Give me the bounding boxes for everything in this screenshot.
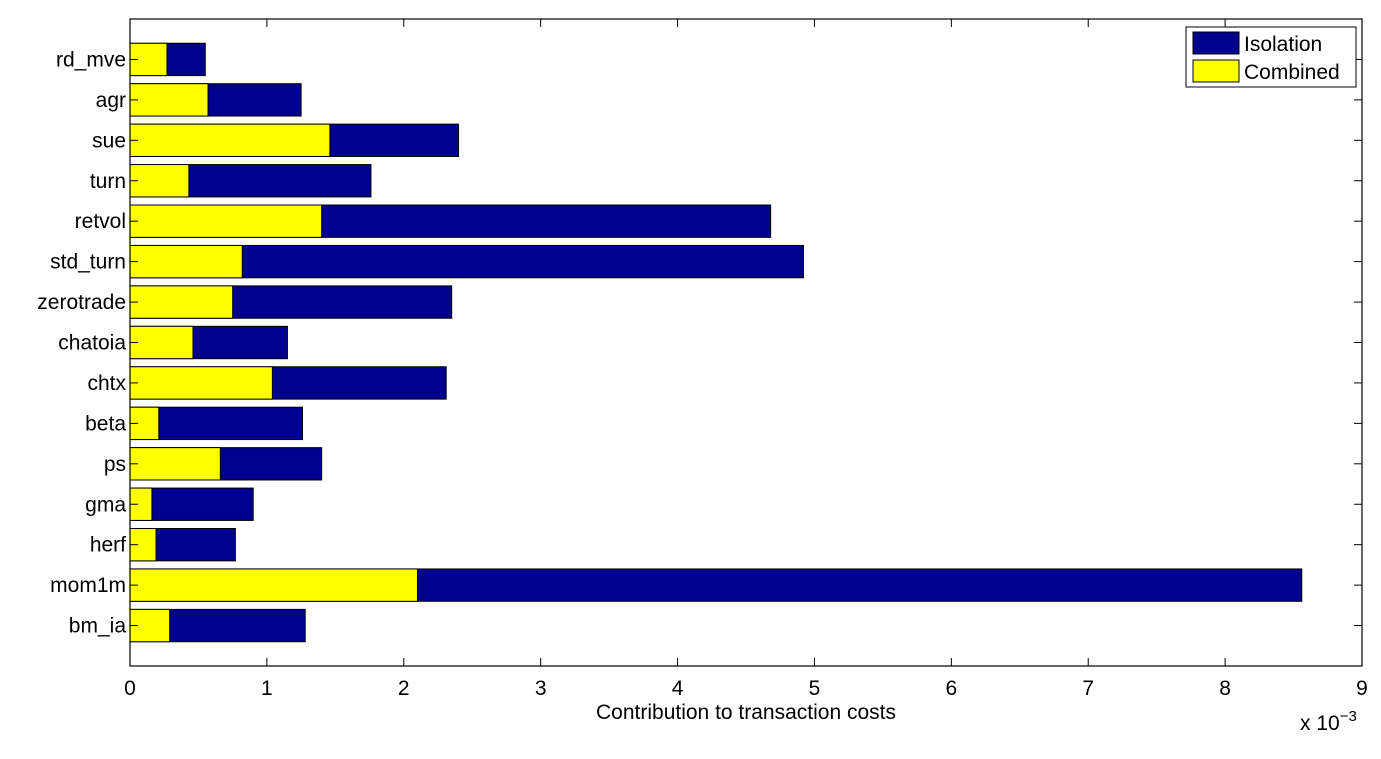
x-axis-multiplier: x 10−3 [1300, 708, 1357, 735]
x-tick-label-1: 1 [261, 677, 273, 700]
y-tick-label-gma: gma [85, 493, 126, 516]
y-tick-label-retvol: retvol [75, 210, 126, 233]
x-tick-label-5: 5 [809, 677, 821, 700]
y-tick-label-turn: turn [90, 170, 126, 193]
x-axis-multiplier-exponent: −3 [1340, 708, 1357, 725]
y-tick-label-chtx: chtx [87, 372, 126, 395]
x-tick-label-3: 3 [535, 677, 547, 700]
y-tick-label-zerotrade: zerotrade [37, 291, 126, 314]
x-tick-label-4: 4 [672, 677, 684, 700]
y-tick-label-mom1m: mom1m [50, 574, 126, 597]
legend: Isolation Combined [1185, 26, 1357, 88]
x-tick-label-2: 2 [398, 677, 410, 700]
y-tick-label-sue: sue [92, 129, 126, 152]
y-tick-label-agr: agr [96, 89, 126, 112]
y-tick-label-bm_ia: bm_ia [69, 615, 127, 638]
x-axis-multiplier-base: x 10 [1300, 712, 1340, 735]
bar-combined-agr [129, 83, 209, 117]
plot-frame [129, 18, 1363, 667]
bar-combined-chatoia [129, 325, 194, 360]
bar-combined-chtx [129, 366, 273, 400]
bar-combined-mom1m [129, 568, 418, 602]
y-tick-label-ps: ps [104, 453, 126, 476]
legend-swatch-combined [1192, 59, 1240, 83]
bar-combined-ps [129, 447, 221, 481]
x-tick-label-9: 9 [1356, 677, 1368, 700]
bars-group [129, 42, 1303, 643]
x-axis-ticks: 0 1 2 3 4 5 6 7 8 9 [124, 19, 1368, 700]
bar-combined-retvol [129, 204, 323, 238]
legend-label-combined: Combined [1244, 61, 1340, 84]
bar-combined-sue [129, 123, 331, 157]
bar-combined-turn [129, 164, 190, 198]
y-tick-label-chatoia: chatoia [58, 332, 126, 355]
y-tick-label-std_turn: std_turn [50, 251, 126, 274]
bar-combined-std_turn [129, 244, 243, 279]
x-tick-label-6: 6 [945, 677, 957, 700]
legend-label-isolation: Isolation [1244, 33, 1322, 56]
y-tick-label-beta: beta [85, 412, 126, 435]
legend-swatch-isolation [1192, 31, 1240, 55]
y-tick-label-rd_mve: rd_mve [56, 48, 126, 71]
x-tick-label-8: 8 [1219, 677, 1231, 700]
x-axis-label: Contribution to transaction costs [596, 701, 896, 724]
x-tick-label-0: 0 [124, 677, 136, 700]
x-tick-label-7: 7 [1082, 677, 1094, 700]
bar-combined-zerotrade [129, 285, 234, 319]
y-tick-label-herf: herf [90, 534, 126, 557]
